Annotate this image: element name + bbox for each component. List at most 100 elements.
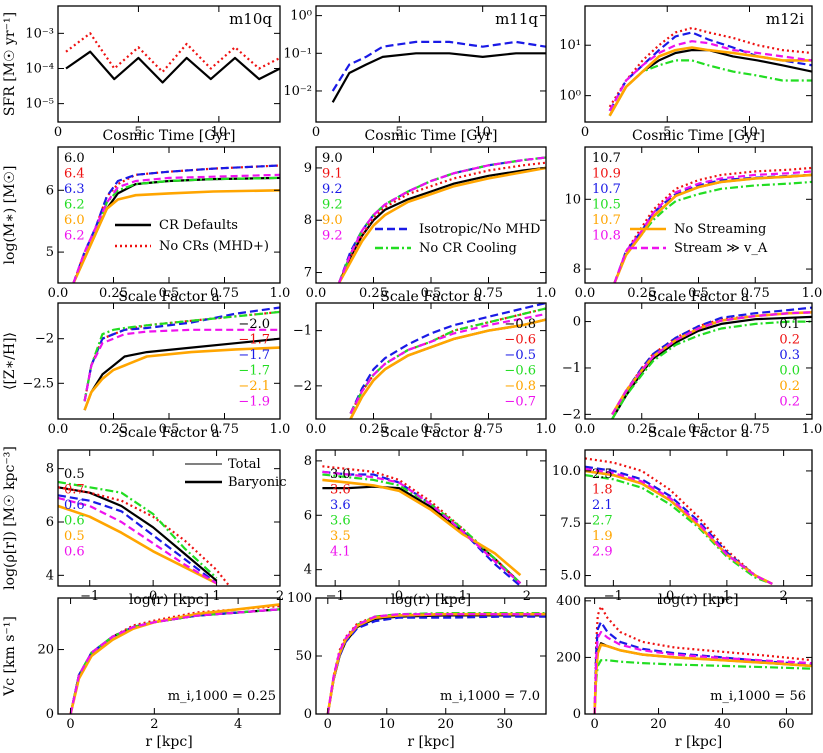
x-tick-label: 0.25 xyxy=(627,422,656,437)
y-tick-label: 6 xyxy=(46,515,54,530)
x-tick-label: 0.75 xyxy=(210,422,239,437)
annotation-value: −0.8 xyxy=(504,317,536,332)
y-tick-label: 0 xyxy=(573,315,581,330)
annotation-value: −1.7 xyxy=(238,364,270,379)
panel-zstar_m11q xyxy=(315,302,547,420)
panel-mstar_m11q xyxy=(315,146,547,284)
mass-resolution-label: m_i,1000 = 0.25 xyxy=(168,689,276,704)
annotation-value: 9.0 xyxy=(322,213,343,228)
x-tick-label: 0.75 xyxy=(474,286,503,301)
x-tick-label: 1.0 xyxy=(270,422,291,437)
x-tick-label: 20 xyxy=(650,717,667,732)
y-tick-label: 10⁰ xyxy=(290,9,312,24)
annotation-value: 0.3 xyxy=(779,348,800,363)
x-tick-label: 5 xyxy=(134,125,142,140)
annotation-value: −0.8 xyxy=(504,379,536,394)
y-tick-label: 8 xyxy=(46,462,54,477)
series-group xyxy=(585,457,773,586)
x-tick-label: 1.0 xyxy=(270,286,291,301)
x-tick-label: 0 xyxy=(590,717,598,732)
x-tick-label: 0.75 xyxy=(741,422,770,437)
y-tick-label: 50 xyxy=(295,649,312,664)
series-line-isotropic-no-mhd xyxy=(608,31,812,112)
series-line-stream-va xyxy=(337,156,546,283)
series-group xyxy=(322,465,522,586)
annotation-value: −1.7 xyxy=(238,348,270,363)
series-line-no-streaming xyxy=(349,318,546,419)
series-line-no-streaming xyxy=(72,189,280,283)
x-tick-label: 60 xyxy=(778,717,795,732)
series-line-isotropic-no-mhd xyxy=(585,465,773,585)
x-axis-label: r [kpc] xyxy=(675,734,722,750)
x-tick-label: 0 xyxy=(395,589,403,604)
y-tick-label: −1 xyxy=(293,324,312,339)
y-tick-label: 10⁻² xyxy=(283,84,312,99)
y-tick-label: 9 xyxy=(304,161,312,176)
axes-frame xyxy=(57,597,281,715)
x-axis-label: r [kpc] xyxy=(407,734,454,750)
y-tick-label: 8 xyxy=(304,213,312,228)
series-line-no-cr-cooling xyxy=(613,180,812,283)
series-line-isotropic-no-mhd xyxy=(322,470,522,586)
annotation-value: 9.0 xyxy=(322,151,343,166)
series-line-no-streaming xyxy=(83,346,280,411)
axes-frame xyxy=(57,5,281,123)
x-tick-label: 2 xyxy=(150,717,158,732)
axes-frame xyxy=(584,597,813,715)
y-tick-label: 10⁻³ xyxy=(25,26,54,41)
x-tick-label: −1 xyxy=(604,589,623,604)
panel-sfr_m12i xyxy=(584,5,813,123)
axes-frame xyxy=(57,449,281,587)
x-tick-label: 0.5 xyxy=(159,422,180,437)
series-group xyxy=(593,605,812,714)
y-axis-label: SFR [M☉ yr⁻¹] xyxy=(2,12,18,116)
x-axis-label: Scale Factor a xyxy=(118,289,220,305)
y-tick-label: −1 xyxy=(562,361,581,376)
axes-frame xyxy=(315,5,547,123)
y-tick-label: 0 xyxy=(46,707,54,722)
x-tick-label: 0 xyxy=(66,717,74,732)
y-tick-label: −2.5 xyxy=(22,376,54,391)
x-tick-label: 0 xyxy=(581,125,589,140)
x-tick-label: 0.5 xyxy=(688,422,709,437)
legend-entry: Stream ≫ v_A xyxy=(674,241,768,256)
annotation-value: 6.2 xyxy=(64,229,85,244)
x-tick-label: 1.0 xyxy=(536,286,557,301)
annotation-value: 2.7 xyxy=(592,514,613,529)
series-line-no-crs-mhd- xyxy=(337,161,546,283)
annotation-value: 10.7 xyxy=(592,182,621,197)
x-tick-label: 0 xyxy=(312,125,320,140)
x-tick-label: 0.25 xyxy=(99,422,128,437)
annotation-value: 2.5 xyxy=(592,467,613,482)
y-tick-label: 10⁻⁴ xyxy=(25,61,54,76)
y-tick-label: 10⁰ xyxy=(559,89,581,104)
annotation-value: −2.0 xyxy=(238,317,270,332)
x-tick-label: 5 xyxy=(395,125,403,140)
series-group xyxy=(65,32,280,84)
annotation-value: 0.7 xyxy=(64,483,85,498)
series-line-stream-va xyxy=(69,608,280,714)
y-axis-label: ⟨[Z∗/H]⟩ xyxy=(2,332,18,390)
x-tick-label: 5 xyxy=(663,125,671,140)
x-axis-label: Cosmic Time [Gyr] xyxy=(103,128,236,144)
y-tick-label: 20 xyxy=(37,643,54,658)
series-line-stream-va xyxy=(613,170,812,283)
annotation-value: 10.7 xyxy=(592,213,621,228)
x-tick-label: 0.5 xyxy=(421,286,442,301)
y-tick-label: 6 xyxy=(304,508,312,523)
series-group xyxy=(611,306,812,419)
y-tick-label: 5.0 xyxy=(560,569,581,584)
y-tick-label: −2 xyxy=(562,407,581,422)
panel-zstar_m12i xyxy=(584,302,813,420)
series-line-stream-va xyxy=(83,328,280,402)
series-line-no-crs-mhd- xyxy=(322,465,522,585)
x-tick-label: 0 xyxy=(54,125,62,140)
series-line-stream-va xyxy=(593,630,812,714)
series-line-no-crs-mhd- xyxy=(585,457,773,585)
panel-vc_m10q xyxy=(57,597,281,715)
y-tick-label: 5 xyxy=(46,245,54,260)
x-tick-label: 0.75 xyxy=(474,422,503,437)
series-line-no-cr-cooling xyxy=(58,480,218,579)
annotation-value: 0.6 xyxy=(64,514,85,529)
